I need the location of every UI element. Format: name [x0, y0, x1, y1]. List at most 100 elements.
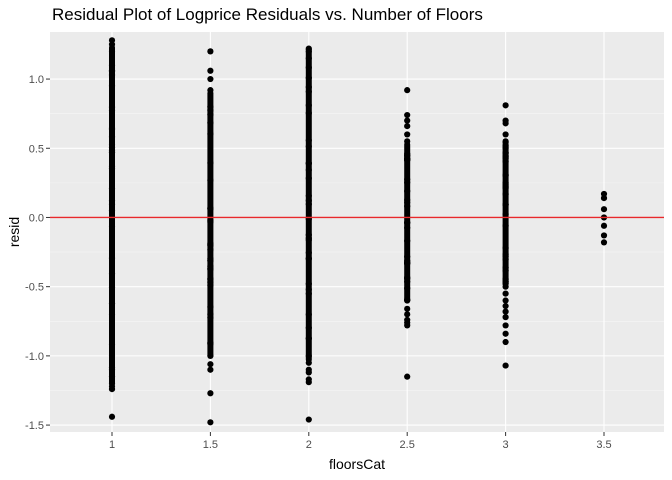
data-point	[108, 341, 116, 348]
y-axis-title: resid	[6, 217, 22, 247]
data-point	[207, 257, 214, 264]
data-point	[108, 197, 116, 204]
data-point	[305, 83, 312, 91]
data-point	[108, 366, 116, 373]
y-tick-label: 1.0	[29, 74, 44, 86]
data-point	[207, 87, 214, 94]
data-point	[305, 255, 312, 263]
data-point	[600, 222, 608, 229]
data-point	[502, 338, 509, 346]
data-point	[207, 263, 214, 270]
data-point	[305, 166, 312, 173]
data-point	[305, 311, 312, 318]
data-point	[502, 102, 509, 109]
data-point	[207, 340, 214, 348]
data-point	[305, 324, 312, 331]
data-point	[207, 107, 214, 114]
data-point	[207, 279, 214, 286]
data-point	[404, 278, 411, 285]
x-tick-label: 1.5	[203, 439, 218, 451]
y-tick-label: -1.5	[25, 420, 44, 432]
data-point	[108, 163, 116, 170]
data-point	[305, 369, 312, 376]
data-point	[108, 385, 116, 393]
data-point	[502, 290, 509, 297]
data-point	[207, 366, 214, 373]
data-point	[305, 110, 312, 117]
data-point	[207, 67, 214, 74]
data-point	[108, 62, 116, 69]
data-point	[207, 217, 214, 224]
data-point	[502, 264, 509, 271]
x-tick-label: 2.5	[400, 439, 415, 451]
data-point	[502, 172, 509, 179]
data-point	[108, 255, 116, 262]
data-point	[207, 241, 214, 248]
data-point	[404, 322, 411, 329]
data-point	[404, 111, 411, 119]
data-point	[502, 201, 509, 208]
data-point	[502, 330, 509, 337]
data-point	[404, 138, 411, 145]
data-point	[404, 187, 411, 195]
data-point	[305, 102, 312, 109]
data-point	[305, 359, 312, 366]
data-point	[207, 419, 214, 426]
data-point	[502, 244, 509, 252]
data-point	[207, 303, 214, 310]
data-point	[305, 74, 312, 82]
data-point	[108, 133, 116, 141]
data-point	[305, 201, 312, 208]
data-point	[108, 373, 116, 380]
data-point	[305, 192, 312, 199]
data-point	[404, 259, 411, 267]
data-point	[207, 159, 214, 166]
data-point	[600, 194, 608, 202]
data-point	[502, 222, 509, 229]
data-point	[502, 144, 509, 152]
data-point	[404, 253, 411, 260]
data-point	[207, 352, 214, 359]
data-point	[305, 143, 312, 150]
data-point	[108, 41, 116, 48]
data-point	[108, 311, 116, 318]
data-point	[502, 191, 509, 198]
data-point	[108, 125, 116, 132]
data-point	[502, 297, 509, 304]
data-point	[502, 120, 509, 127]
data-point	[305, 64, 312, 71]
y-tick-label: 0.5	[29, 143, 44, 155]
data-point	[404, 179, 411, 186]
data-point	[305, 290, 312, 297]
data-point	[502, 283, 509, 290]
data-point	[404, 285, 411, 292]
data-point	[108, 413, 116, 420]
data-point	[502, 183, 509, 190]
data-point	[404, 297, 411, 304]
data-point	[207, 390, 214, 397]
data-point	[502, 158, 509, 165]
data-point	[404, 87, 411, 94]
data-point	[207, 311, 214, 318]
data-point	[305, 352, 312, 359]
data-point	[108, 380, 116, 387]
data-point	[108, 207, 116, 215]
data-point	[404, 131, 411, 138]
data-point	[404, 311, 411, 318]
data-point	[600, 206, 608, 213]
data-point	[207, 246, 214, 253]
data-point	[108, 48, 116, 55]
data-point	[207, 119, 214, 127]
x-tick-label: 2	[306, 439, 312, 451]
data-point	[207, 177, 214, 184]
data-point	[502, 322, 509, 329]
data-point	[305, 335, 312, 342]
data-point	[404, 199, 411, 206]
data-point	[404, 219, 411, 226]
x-tick-label: 1	[109, 439, 115, 451]
data-point	[108, 82, 116, 90]
data-point	[108, 185, 116, 193]
data-point	[207, 48, 214, 55]
data-point	[502, 308, 509, 315]
data-point	[305, 231, 312, 239]
